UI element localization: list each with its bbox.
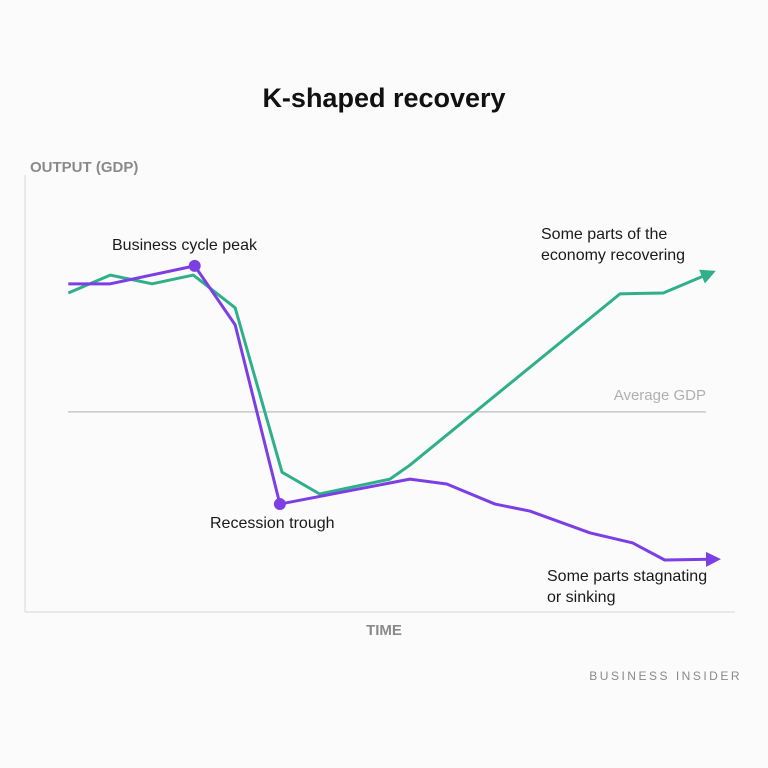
annotation: Recession trough (210, 515, 335, 532)
series-line (68, 264, 721, 567)
annotation: Some parts stagnating (547, 568, 707, 585)
y-axis-label: OUTPUT (GDP) (30, 159, 138, 176)
chart-title: K-shaped recovery (262, 83, 505, 113)
annotation: Some parts of the (541, 226, 667, 243)
source: BUSINESS INSIDER (589, 669, 742, 683)
annotation: economy recovering (541, 247, 685, 264)
point-marker (273, 498, 286, 511)
annotation: or sinking (547, 589, 615, 606)
x-axis-label: TIME (366, 622, 402, 639)
point-marker (188, 259, 201, 272)
annotation: Business cycle peak (112, 237, 258, 254)
series-line (67, 269, 716, 496)
reference-label: Average GDP (614, 387, 706, 404)
